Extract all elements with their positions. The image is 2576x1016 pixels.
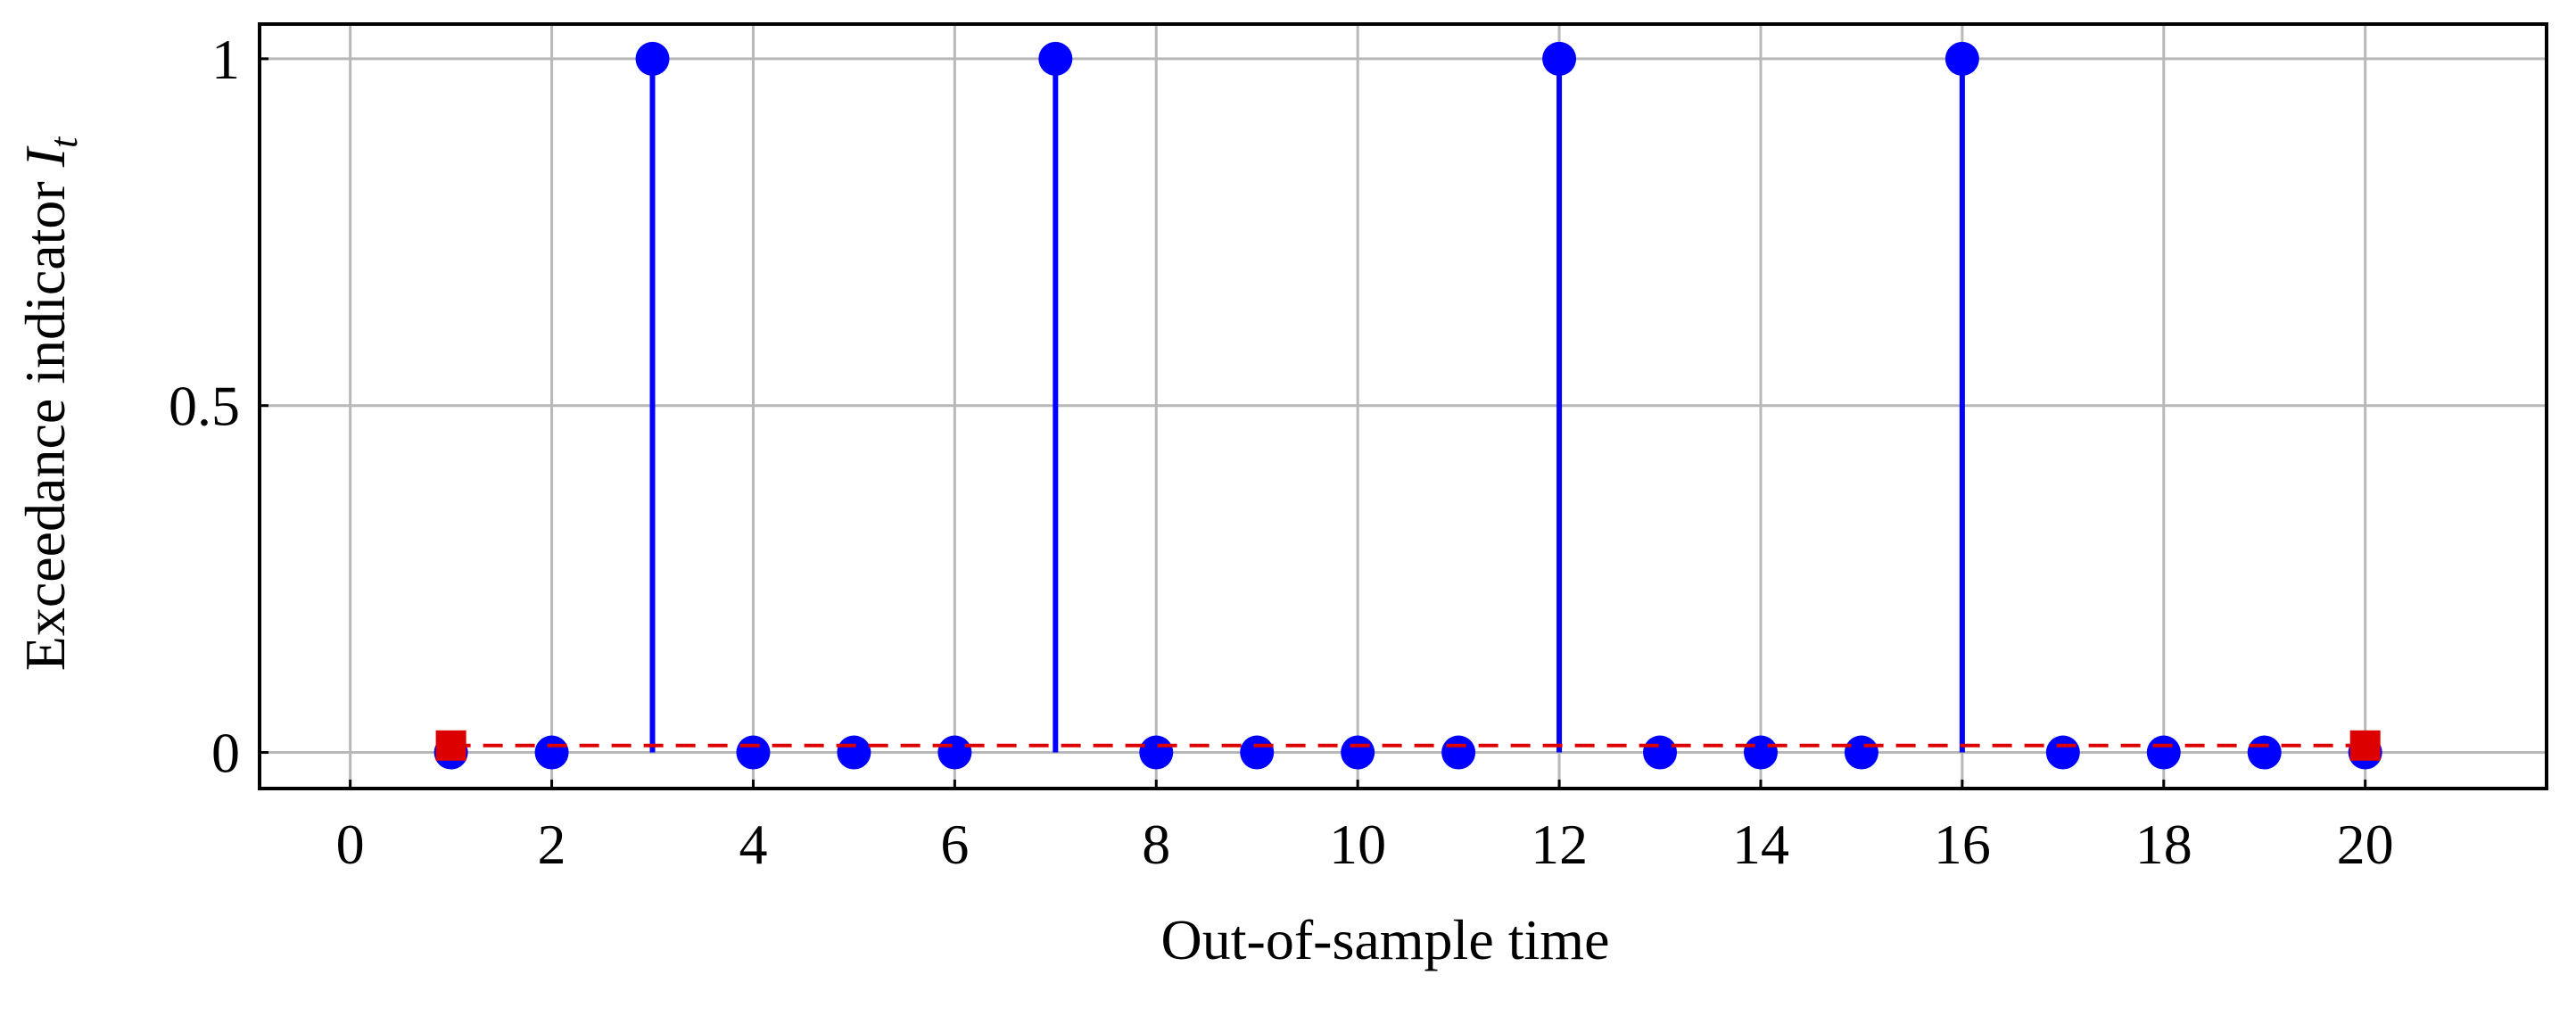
x-tick-label: 6 — [940, 813, 969, 876]
stem-marker — [1240, 735, 1275, 770]
x-axis-label: Out-of-sample time — [1161, 908, 1610, 971]
y-axis-label-subscript: t — [42, 136, 86, 148]
x-tick-label: 18 — [2135, 813, 2192, 876]
x-tick-label: 20 — [2337, 813, 2394, 876]
stem-marker — [534, 735, 569, 770]
x-tick-label: 0 — [336, 813, 365, 876]
stem-marker — [2146, 735, 2181, 770]
stem-marker — [1743, 735, 1778, 770]
y-axis-label-text: Exceedance indicator — [13, 181, 77, 671]
plot-frame — [258, 22, 2548, 790]
x-tick-label: 8 — [1142, 813, 1170, 876]
stem-marker — [1944, 41, 1979, 76]
y-tick-label: 0 — [211, 722, 240, 785]
stem-marker — [2247, 735, 2282, 770]
stem-marker — [635, 41, 670, 76]
y-tick-label: 0.5 — [169, 375, 240, 438]
y-tick-label: 1 — [211, 28, 240, 91]
stem-marker — [1139, 735, 1174, 770]
x-tick-label: 16 — [1934, 813, 1991, 876]
stem-marker — [1038, 41, 1073, 76]
y-axis-label: Exceedance indicator It — [13, 136, 86, 671]
stem-marker — [1844, 735, 1878, 770]
stem-marker — [1643, 735, 1678, 770]
stem-marker — [1341, 735, 1375, 770]
stem-marker — [736, 735, 771, 770]
square-marker — [2349, 730, 2381, 761]
y-axis-label-symbol: I — [13, 145, 77, 168]
x-tick-label: 12 — [1531, 813, 1588, 876]
square-marker — [435, 730, 466, 761]
x-tick-label: 10 — [1329, 813, 1386, 876]
stem-marker — [937, 735, 972, 770]
stem-marker — [1542, 41, 1577, 76]
stem-marker — [837, 735, 871, 770]
x-tick-label: 2 — [538, 813, 566, 876]
stem-marker — [1441, 735, 1476, 770]
x-tick-label: 4 — [739, 813, 767, 876]
stem-marker — [2045, 735, 2080, 770]
x-tick-label: 14 — [1732, 813, 1789, 876]
